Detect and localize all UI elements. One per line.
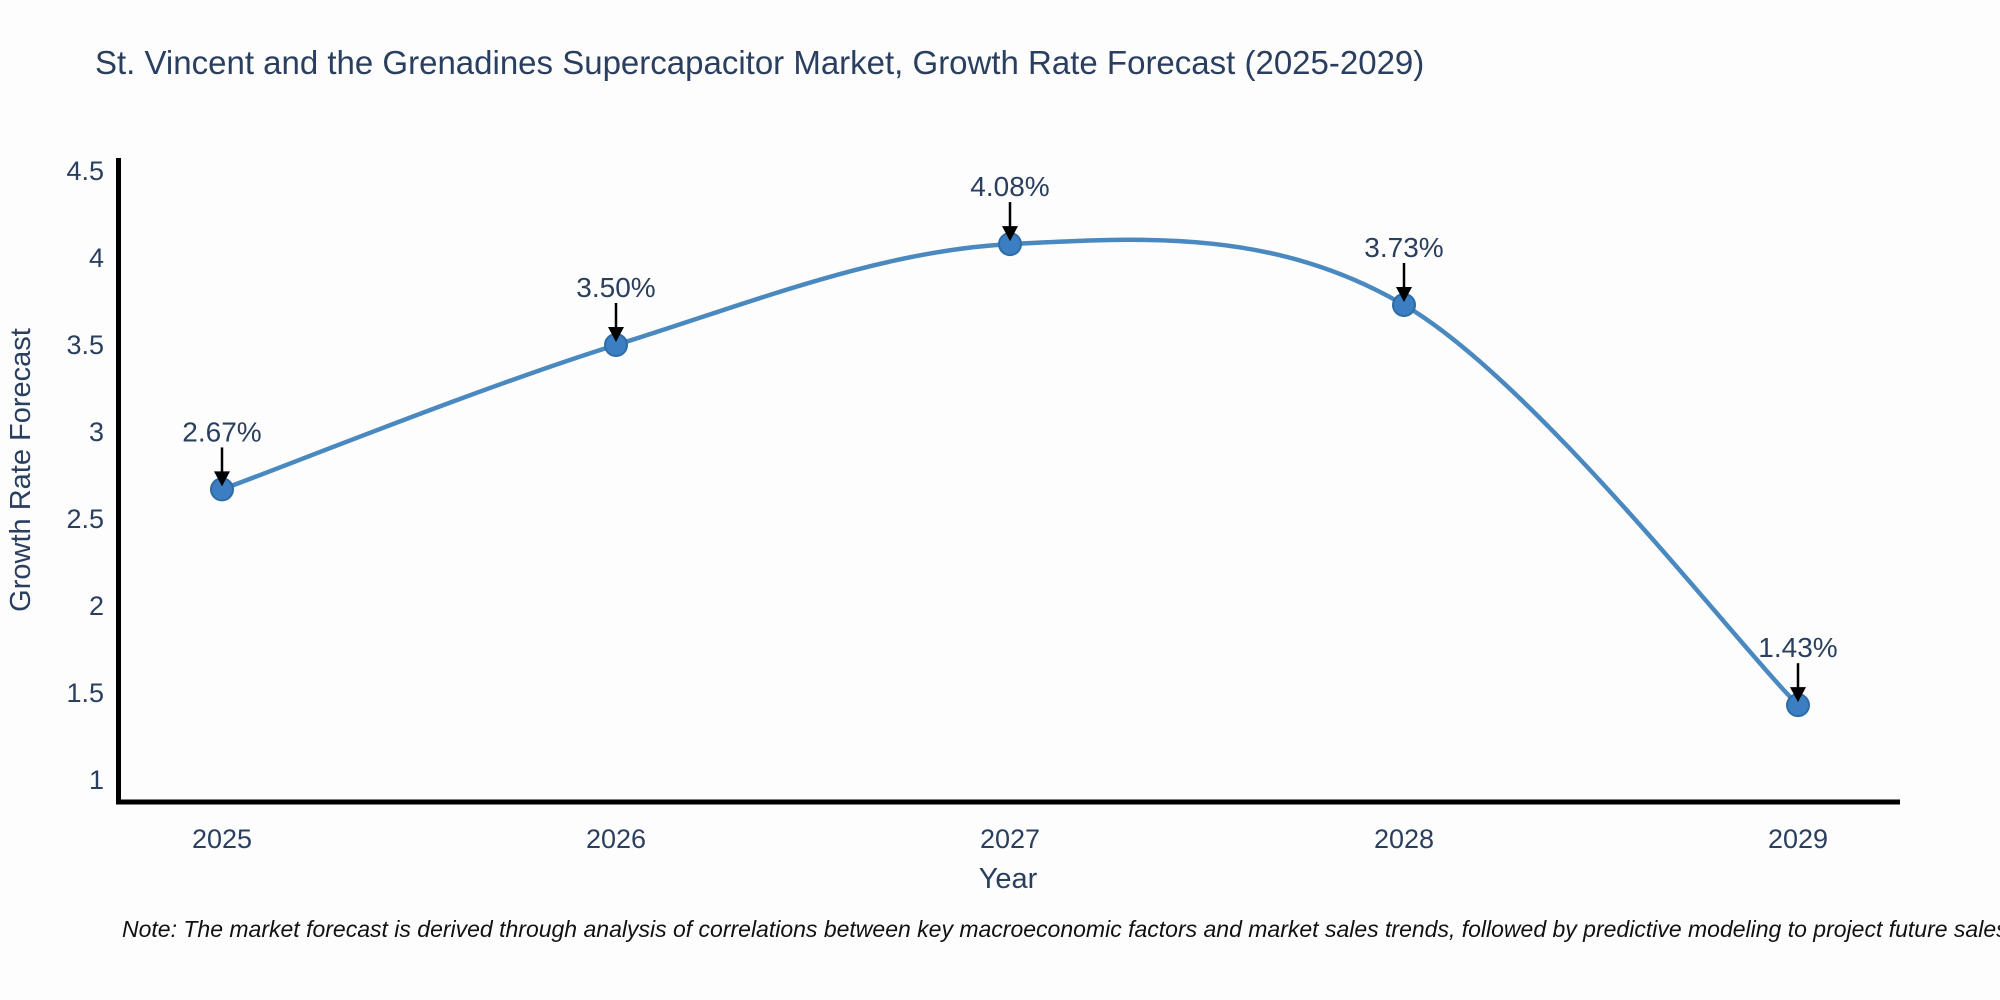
y-tick-label: 3.5 xyxy=(66,330,104,360)
y-tick-label: 1 xyxy=(89,765,104,795)
annotation-arrow-head xyxy=(608,327,624,342)
data-point-label: 4.08% xyxy=(970,171,1049,202)
plot-area: 1 1.5 2 2.5 3 3.5 4 4.5 2025 2026 2027 2028 2029 2.67… xyxy=(66,156,1900,854)
data-point-label: 1.43% xyxy=(1758,632,1837,663)
x-tick-label: 2027 xyxy=(980,824,1040,854)
x-axis-title: Year xyxy=(979,863,1038,895)
y-tick-label: 3 xyxy=(89,417,104,447)
data-point-label: 3.73% xyxy=(1364,232,1443,263)
y-tick-label: 4.5 xyxy=(66,156,104,186)
y-axis-title: Growth Rate Forecast xyxy=(5,328,37,612)
y-tick-label: 2.5 xyxy=(66,504,104,534)
annotation-arrow-head xyxy=(1002,226,1018,242)
y-tick-label: 4 xyxy=(89,243,104,273)
forecast-line xyxy=(219,237,1801,708)
data-point-label: 2.67% xyxy=(182,416,261,447)
x-tick-label: 2029 xyxy=(1768,824,1828,854)
chart-title: St. Vincent and the Grenadines Supercapa… xyxy=(95,44,1425,81)
y-tick-label: 1.5 xyxy=(66,678,104,708)
footnote: Note: The market forecast is derived thr… xyxy=(122,916,2000,942)
annotation-arrow-head xyxy=(214,471,230,487)
annotation-arrow-head xyxy=(1396,286,1412,302)
x-tick-label: 2028 xyxy=(1374,824,1434,854)
x-tick-label: 2026 xyxy=(586,824,646,854)
x-tick-label: 2025 xyxy=(192,824,252,854)
data-point-label: 3.50% xyxy=(576,272,655,303)
annotation-arrow-head xyxy=(1790,687,1806,703)
y-tick-label: 2 xyxy=(89,591,104,621)
